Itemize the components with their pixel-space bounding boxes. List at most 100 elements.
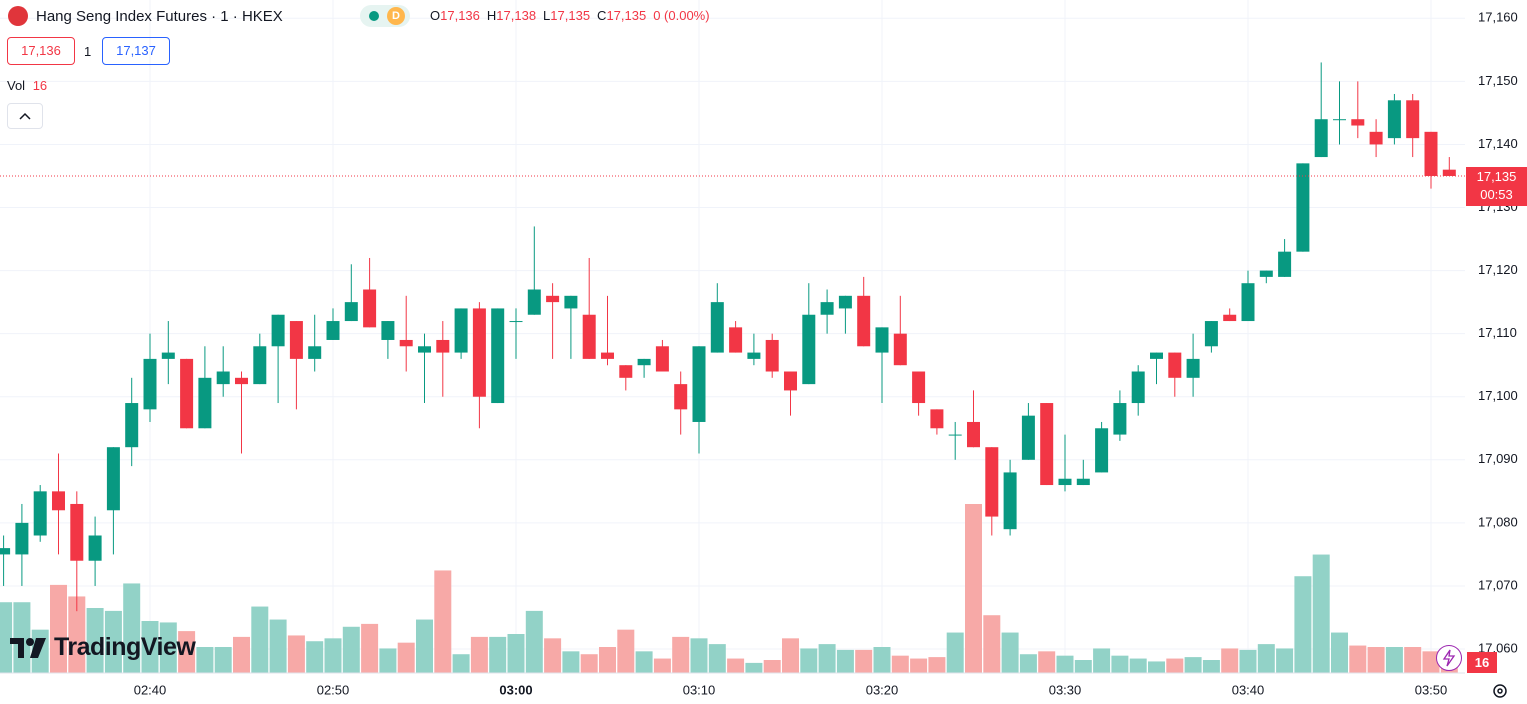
candle-body xyxy=(930,409,944,429)
volume-bar xyxy=(50,584,67,673)
volume-bar xyxy=(635,651,653,673)
candle-body xyxy=(216,371,230,385)
legend-change: 0 (0.00%) xyxy=(653,8,710,23)
volume-bar xyxy=(1404,647,1422,673)
candle-body xyxy=(1241,283,1255,322)
volume-bar xyxy=(178,631,196,673)
volume-bar xyxy=(68,596,86,673)
x-tick-label: 03:00 xyxy=(499,682,532,697)
volume-bar xyxy=(891,655,909,673)
candle-body xyxy=(161,352,175,359)
volume-bar xyxy=(525,610,543,673)
candle-body xyxy=(582,314,596,359)
ohlc-legend: O17,136 H17,138 L17,135 C17,135 0 (0.00%) xyxy=(430,8,710,23)
candle-body xyxy=(1168,352,1182,378)
candle-body xyxy=(747,352,761,359)
legend-key: O xyxy=(430,8,441,23)
volume-bar xyxy=(1184,657,1202,673)
volume-bar xyxy=(1148,661,1165,673)
candle-body xyxy=(271,314,285,347)
volume-bar xyxy=(1056,655,1074,673)
last-price-badge: 17,135 00:53 xyxy=(1466,167,1527,206)
legend-item: O17,136 xyxy=(430,8,480,23)
spread: 1 xyxy=(84,44,92,59)
volume-bar xyxy=(1349,645,1367,673)
volume-bar xyxy=(1019,654,1037,673)
candle-body xyxy=(527,289,541,315)
settings-button[interactable] xyxy=(1490,681,1510,701)
volume-bar xyxy=(800,648,818,673)
volume-bar xyxy=(141,621,159,673)
candle-body xyxy=(125,403,139,448)
candle-body xyxy=(454,308,468,353)
y-tick-label: 17,060 xyxy=(1478,640,1518,655)
collapse-button[interactable] xyxy=(7,103,43,129)
candle-body xyxy=(1424,131,1438,176)
volume-bar xyxy=(745,662,763,673)
volume-bar xyxy=(544,638,562,673)
volume-bar xyxy=(910,658,928,673)
volume-bar xyxy=(617,629,635,673)
sell-button[interactable]: 17,136 xyxy=(7,37,75,65)
volume-bar xyxy=(324,638,342,673)
volume-bar xyxy=(562,651,580,673)
y-tick-label: 17,150 xyxy=(1478,73,1518,88)
symbol-title[interactable]: Hang Seng Index Futures · 1 · HKEX xyxy=(36,7,283,25)
watermark: TradingView xyxy=(10,633,196,662)
lightning-button[interactable] xyxy=(1436,645,1462,671)
candle-body xyxy=(308,346,322,359)
lightning-icon xyxy=(1442,649,1456,667)
volume-bar xyxy=(782,638,799,673)
volume-bar xyxy=(269,619,287,673)
candle-body xyxy=(326,321,340,340)
x-tick-label: 02:40 xyxy=(134,682,167,697)
volume-bar xyxy=(855,649,873,673)
y-tick-label: 17,070 xyxy=(1478,577,1518,592)
y-tick-label: 17,110 xyxy=(1478,325,1517,340)
volume-bar xyxy=(1221,648,1239,673)
candle-body xyxy=(1058,478,1072,486)
volume-bar xyxy=(434,570,452,673)
volume-bar xyxy=(1129,658,1147,673)
volume-bar xyxy=(397,642,415,673)
candle-body xyxy=(637,358,651,366)
price-axis-bg xyxy=(1465,0,1527,703)
candle-body xyxy=(1314,119,1328,158)
candle-body xyxy=(1003,472,1017,530)
legend-item: C17,135 xyxy=(597,8,646,23)
volume-bar xyxy=(452,654,470,673)
candle-body xyxy=(784,371,797,391)
status-pill[interactable]: D xyxy=(360,5,410,27)
candle-body xyxy=(1333,119,1346,121)
symbol-icon xyxy=(8,6,28,26)
y-tick-label: 17,100 xyxy=(1478,388,1518,403)
candle-body xyxy=(1113,403,1127,435)
candle-body xyxy=(1387,100,1401,139)
volume-bar xyxy=(1074,660,1092,673)
buy-button[interactable]: 17,137 xyxy=(102,37,170,65)
candle-body xyxy=(967,421,980,448)
candle-body xyxy=(1259,270,1273,277)
session-badge: D xyxy=(387,7,405,25)
market-dot xyxy=(369,11,379,21)
candle-body xyxy=(1076,478,1090,486)
candle-body xyxy=(1150,352,1163,359)
candle-body xyxy=(1204,321,1218,347)
x-tick-label: 03:40 xyxy=(1232,682,1265,697)
volume-bar xyxy=(983,615,1001,673)
volume-bar xyxy=(214,647,232,673)
candle-body xyxy=(15,522,29,555)
volume-bar xyxy=(836,649,854,673)
volume-bar xyxy=(1166,658,1184,673)
y-tick-label: 17,120 xyxy=(1478,262,1518,277)
volume-bar xyxy=(86,608,104,673)
legend-item: L17,135 xyxy=(543,8,590,23)
candle-body xyxy=(820,302,834,315)
volume-bar xyxy=(1312,554,1330,673)
volume-bar xyxy=(1331,632,1348,673)
chevron xyxy=(19,112,31,120)
volume-bar xyxy=(306,641,324,673)
candle-body xyxy=(491,308,505,404)
candle-body xyxy=(857,295,871,347)
candle-body xyxy=(198,377,212,429)
